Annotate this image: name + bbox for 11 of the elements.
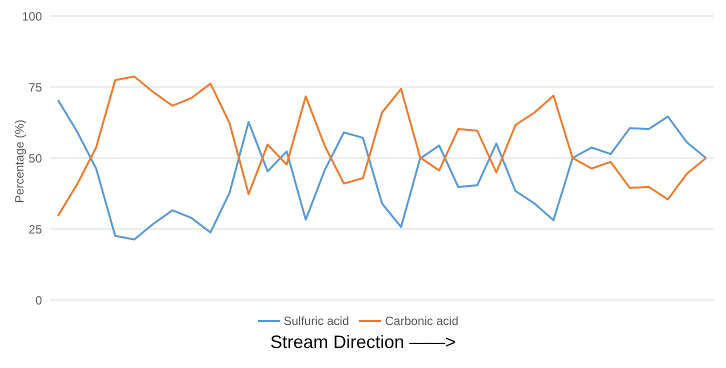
y-tick-label: 75 — [28, 80, 42, 94]
y-tick-label: 0 — [35, 293, 42, 308]
legend-label: Carbonic acid — [384, 314, 458, 328]
line-series — [57, 99, 707, 241]
y-axis-title: Percentage (%) — [12, 120, 26, 203]
y-tick-label: 25 — [28, 222, 42, 236]
legend-label: Sulfuric acid — [282, 314, 349, 328]
y-tick-label: 100 — [22, 9, 42, 24]
x-axis-title: Stream Direction ——> — [269, 332, 457, 353]
y-tick-label: 50 — [28, 151, 42, 166]
line-series — [57, 75, 707, 217]
